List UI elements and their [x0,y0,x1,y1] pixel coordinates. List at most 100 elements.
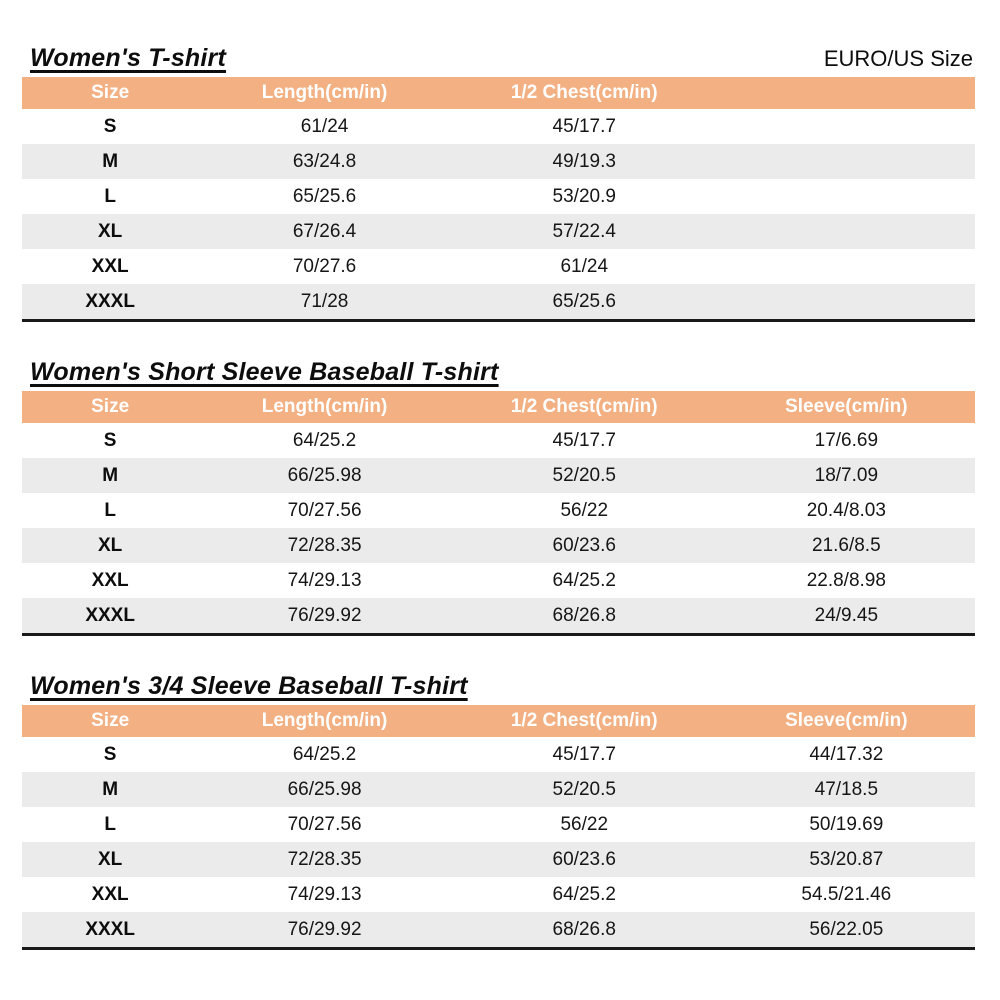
sleeve-cell: 18/7.09 [814,464,879,486]
table-row: XL 67/26.4 57/22.4 [22,214,975,249]
chest-cell: 68/26.8 [552,918,616,940]
chest-cell: 53/20.9 [552,185,616,207]
column-header-size: Size [22,391,199,423]
size-cell: XL [98,220,123,242]
sleeve-cell [718,109,975,144]
size-cell: XXL [91,569,129,591]
title-row: Women's Short Sleeve Baseball T-shirt [30,358,973,386]
size-cell: XL [98,848,123,870]
size-cell: S [103,743,117,765]
table-row: S 64/25.2 45/17.7 17/6.69 [22,423,975,458]
column-header-sleeve: Sleeve(cm/in) [717,391,975,423]
length-cell: 66/25.98 [287,464,362,486]
length-cell: 70/27.56 [287,499,362,521]
sleeve-cell: 21.6/8.5 [811,534,881,556]
table-row: XXXL 76/29.92 68/26.8 56/22.05 [22,912,975,949]
table-row: L 70/27.56 56/22 20.4/8.03 [22,493,975,528]
sleeve-cell: 44/17.32 [809,743,884,765]
table-title-short-sleeve-baseball: Women's Short Sleeve Baseball T-shirt [30,358,499,386]
chest-cell: 45/17.7 [552,743,616,765]
chest-cell: 57/22.4 [552,220,616,242]
size-cell: L [104,185,116,207]
header-row: Size Length(cm/in) 1/2 Chest(cm/in) Slee… [22,391,975,423]
chest-cell: 45/17.7 [552,115,616,137]
chest-cell: 45/17.7 [552,429,616,451]
size-cell: M [102,778,119,800]
size-table-three-quarter-sleeve-baseball: Size Length(cm/in) 1/2 Chest(cm/in) Slee… [22,705,975,950]
size-cell: XXL [91,883,129,905]
sleeve-cell [718,214,975,249]
chest-cell: 56/22 [560,813,609,835]
table-row: S 64/25.2 45/17.7 44/17.32 [22,737,975,772]
table-row: XL 72/28.35 60/23.6 21.6/8.5 [22,528,975,563]
length-cell: 70/27.6 [292,255,357,277]
table-row: XXXL 76/29.92 68/26.8 24/9.45 [22,598,975,635]
sleeve-cell: 22.8/8.98 [806,569,886,591]
column-header-chest: 1/2 Chest(cm/in) [450,705,718,737]
sleeve-cell: 47/18.5 [814,778,879,800]
size-standard-label: EURO/US Size [823,46,973,71]
title-row: Women's T-shirt EURO/US Size [30,44,973,72]
table-row: M 63/24.8 49/19.3 [22,144,975,179]
size-table-womens-tshirt: Size Length(cm/in) 1/2 Chest(cm/in) S 61… [22,77,975,322]
length-cell: 67/26.4 [292,220,357,242]
sleeve-cell: 53/20.87 [809,848,884,870]
chest-cell: 64/25.2 [552,883,616,905]
length-cell: 70/27.56 [287,813,362,835]
table-title-three-quarter-sleeve-baseball: Women's 3/4 Sleeve Baseball T-shirt [30,672,468,700]
length-cell: 71/28 [300,290,349,312]
size-cell: L [104,813,116,835]
sleeve-cell: 24/9.45 [814,604,879,626]
column-header-length: Length(cm/in) [198,705,451,737]
section-short-sleeve-baseball: Women's Short Sleeve Baseball T-shirt Si… [22,358,975,636]
table-row: XL 72/28.35 60/23.6 53/20.87 [22,842,975,877]
size-cell: L [104,499,116,521]
chest-cell: 49/19.3 [552,150,616,172]
column-header-length: Length(cm/in) [198,77,451,109]
table-title-womens-tshirt: Women's T-shirt [30,44,227,72]
sleeve-cell [718,179,975,214]
chest-cell: 56/22 [560,499,609,521]
size-cell: XXXL [85,918,135,940]
length-cell: 76/29.92 [287,604,362,626]
header-row: Size Length(cm/in) 1/2 Chest(cm/in) [22,77,975,109]
table-row: S 61/24 45/17.7 [22,109,975,144]
length-cell: 64/25.2 [292,429,357,451]
table-row: XXL 70/27.6 61/24 [22,249,975,284]
column-header-chest: 1/2 Chest(cm/in) [450,77,718,109]
table-row: M 66/25.98 52/20.5 47/18.5 [22,772,975,807]
chest-cell: 65/25.6 [552,290,616,312]
column-header-sleeve: Sleeve(cm/in) [717,705,975,737]
table-row: L 70/27.56 56/22 50/19.69 [22,807,975,842]
sleeve-cell [718,144,975,179]
chest-cell: 52/20.5 [552,778,616,800]
chest-cell: 64/25.2 [552,569,616,591]
chest-cell: 60/23.6 [552,848,616,870]
size-cell: XXXL [85,290,135,312]
size-cell: XXL [91,255,129,277]
length-cell: 61/24 [300,115,349,137]
length-cell: 74/29.13 [287,883,362,905]
length-cell: 74/29.13 [287,569,362,591]
table-row: XXXL 71/28 65/25.6 [22,284,975,321]
header-row: Size Length(cm/in) 1/2 Chest(cm/in) Slee… [22,705,975,737]
column-header-empty [717,77,975,109]
size-cell: M [102,464,119,486]
column-header-chest: 1/2 Chest(cm/in) [450,391,718,423]
length-cell: 64/25.2 [292,743,357,765]
sleeve-cell: 56/22.05 [809,918,884,940]
size-cell: M [102,150,119,172]
chest-cell: 60/23.6 [552,534,616,556]
length-cell: 72/28.35 [287,534,362,556]
size-table-short-sleeve-baseball: Size Length(cm/in) 1/2 Chest(cm/in) Slee… [22,391,975,636]
size-cell: XXXL [85,604,135,626]
sleeve-cell: 20.4/8.03 [806,499,886,521]
title-row: Women's 3/4 Sleeve Baseball T-shirt [30,672,973,700]
size-cell: S [103,115,117,137]
length-cell: 66/25.98 [287,778,362,800]
table-row: M 66/25.98 52/20.5 18/7.09 [22,458,975,493]
length-cell: 65/25.6 [292,185,357,207]
column-header-size: Size [22,77,199,109]
sleeve-cell: 54.5/21.46 [801,883,892,905]
